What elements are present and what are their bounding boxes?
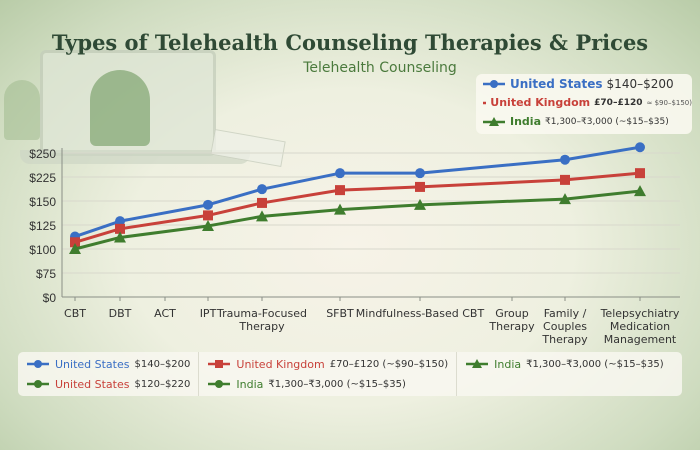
circle-legend-swatch-icon <box>27 360 49 368</box>
x-tick-label: Trauma-Focused Therapy <box>216 307 307 333</box>
legend-range: $120–$220 <box>134 378 191 390</box>
legend-marker <box>490 79 498 88</box>
legend-range: ₹1,300–₹3,000 (~$15–$35) <box>545 116 669 127</box>
data-point <box>257 197 267 208</box>
data-point <box>635 168 645 179</box>
circle-legend-swatch-icon <box>27 380 49 388</box>
triangle-legend-swatch-icon <box>466 359 489 368</box>
legend-item: United States $140–$200 <box>476 74 692 93</box>
legend-item: United Kingdom £70–£120 ≈ $90–$150) <box>476 93 692 112</box>
legend-note: ≈ $90–$150) <box>646 98 693 107</box>
x-tick-label: CBT <box>64 307 86 320</box>
data-point <box>414 198 426 210</box>
legend-series-name: United States <box>55 357 130 371</box>
circle-legend-swatch-icon <box>483 79 505 88</box>
top-legend: United States $140–$200 United Kingdom £70–… <box>476 74 692 134</box>
series-line-united-states <box>74 145 641 238</box>
data-point <box>335 185 345 196</box>
legend-item: United States $120–$220 <box>26 376 190 392</box>
x-tick-label: IPT <box>200 307 217 320</box>
bottom-legend: United States $140–$200 United States $120–… <box>18 352 682 396</box>
data-point <box>115 223 125 234</box>
data-point <box>256 210 268 222</box>
legend-range: $140–$200 <box>606 76 674 91</box>
data-point <box>257 184 267 195</box>
x-tick-label: Telepsychiatry Medication Management <box>600 307 680 346</box>
y-tick-label: $225 <box>29 171 56 185</box>
data-point <box>70 237 80 248</box>
y-tick-label: $250 <box>29 147 56 161</box>
data-point <box>415 181 425 192</box>
y-tick-label: $100 <box>29 243 56 257</box>
legend-series-name: United Kingdom <box>490 96 591 109</box>
data-point <box>202 219 214 231</box>
chart-subtitle: Telehealth Counseling <box>303 60 457 76</box>
series-line-india <box>74 189 641 251</box>
legend-marker <box>34 380 42 388</box>
data-point <box>115 216 125 227</box>
legend-marker <box>34 360 42 368</box>
data-point <box>335 168 345 179</box>
legend-column: United States $140–$200 United States $120–… <box>18 352 200 396</box>
x-tick-label: Family / Couples Therapy <box>541 307 588 346</box>
legend-marker <box>472 359 483 368</box>
square-legend-swatch-icon <box>208 360 231 368</box>
triangle-legend-swatch-icon <box>483 116 505 126</box>
counselor-illustration <box>90 70 150 146</box>
data-point <box>415 168 425 179</box>
legend-series-name: United States <box>55 377 130 391</box>
y-tick-label: $75 <box>36 267 56 281</box>
x-tick-label: SFBT <box>326 307 354 320</box>
legend-range: ₹1,300–₹3,000 (~$15–$35) <box>526 358 664 370</box>
legend-item: India ₹1,300–₹3,000 (~$15–$35) <box>207 376 448 392</box>
series-line-united-kingdom <box>74 171 641 244</box>
data-point <box>114 231 126 243</box>
x-tick-label: Group Therapy <box>488 307 535 333</box>
legend-series-name: India <box>494 357 522 371</box>
legend-marker <box>215 380 224 388</box>
legend-series-name: United States <box>510 76 603 91</box>
legend-series-name: India <box>510 115 541 128</box>
legend-range: £70–£120 <box>594 97 643 108</box>
legend-item: United States $140–$200 <box>26 356 190 372</box>
legend-column: India ₹1,300–₹3,000 (~$15–$35) <box>457 352 672 396</box>
data-point <box>69 243 81 254</box>
data-point <box>203 210 213 221</box>
data-point <box>635 142 645 153</box>
x-tick-label: ACT <box>154 307 176 320</box>
legend-column: United Kingdom £70–£120 (~$90–$150) India ₹… <box>199 352 458 396</box>
data-point <box>334 203 346 215</box>
legend-range: $140–$200 <box>134 358 191 370</box>
y-tick-label: $125 <box>29 219 56 233</box>
x-tick-label: DBT <box>109 307 132 320</box>
legend-marker <box>215 360 224 368</box>
square-legend-swatch-icon <box>483 101 487 104</box>
legend-series-name: United Kingdom <box>236 357 325 371</box>
plant-illustration <box>4 80 40 140</box>
legend-item: India ₹1,300–₹3,000 (~$15–$35) <box>476 112 692 131</box>
legend-marker <box>489 116 499 126</box>
data-point <box>203 199 213 210</box>
legend-range: £70–£120 (~$90–$150) <box>329 358 449 370</box>
legend-item: India ₹1,300–₹3,000 (~$15–$35) <box>465 356 664 372</box>
legend-range: ₹1,300–₹3,000 (~$15–$35) <box>268 378 406 390</box>
y-tick-label: $0 <box>43 291 57 305</box>
data-point <box>559 193 571 205</box>
legend-item: United Kingdom £70–£120 (~$90–$150) <box>207 356 448 372</box>
data-point <box>634 185 646 197</box>
legend-series-name: India <box>236 377 264 391</box>
x-tick-label: Mindfulness-Based CBT <box>356 307 485 320</box>
circle-legend-swatch-icon <box>208 380 231 388</box>
data-point <box>560 154 570 165</box>
chart-title: Types of Telehealth Counseling Therapies… <box>51 30 649 55</box>
data-point <box>560 174 570 185</box>
y-tick-label: $150 <box>29 195 56 209</box>
